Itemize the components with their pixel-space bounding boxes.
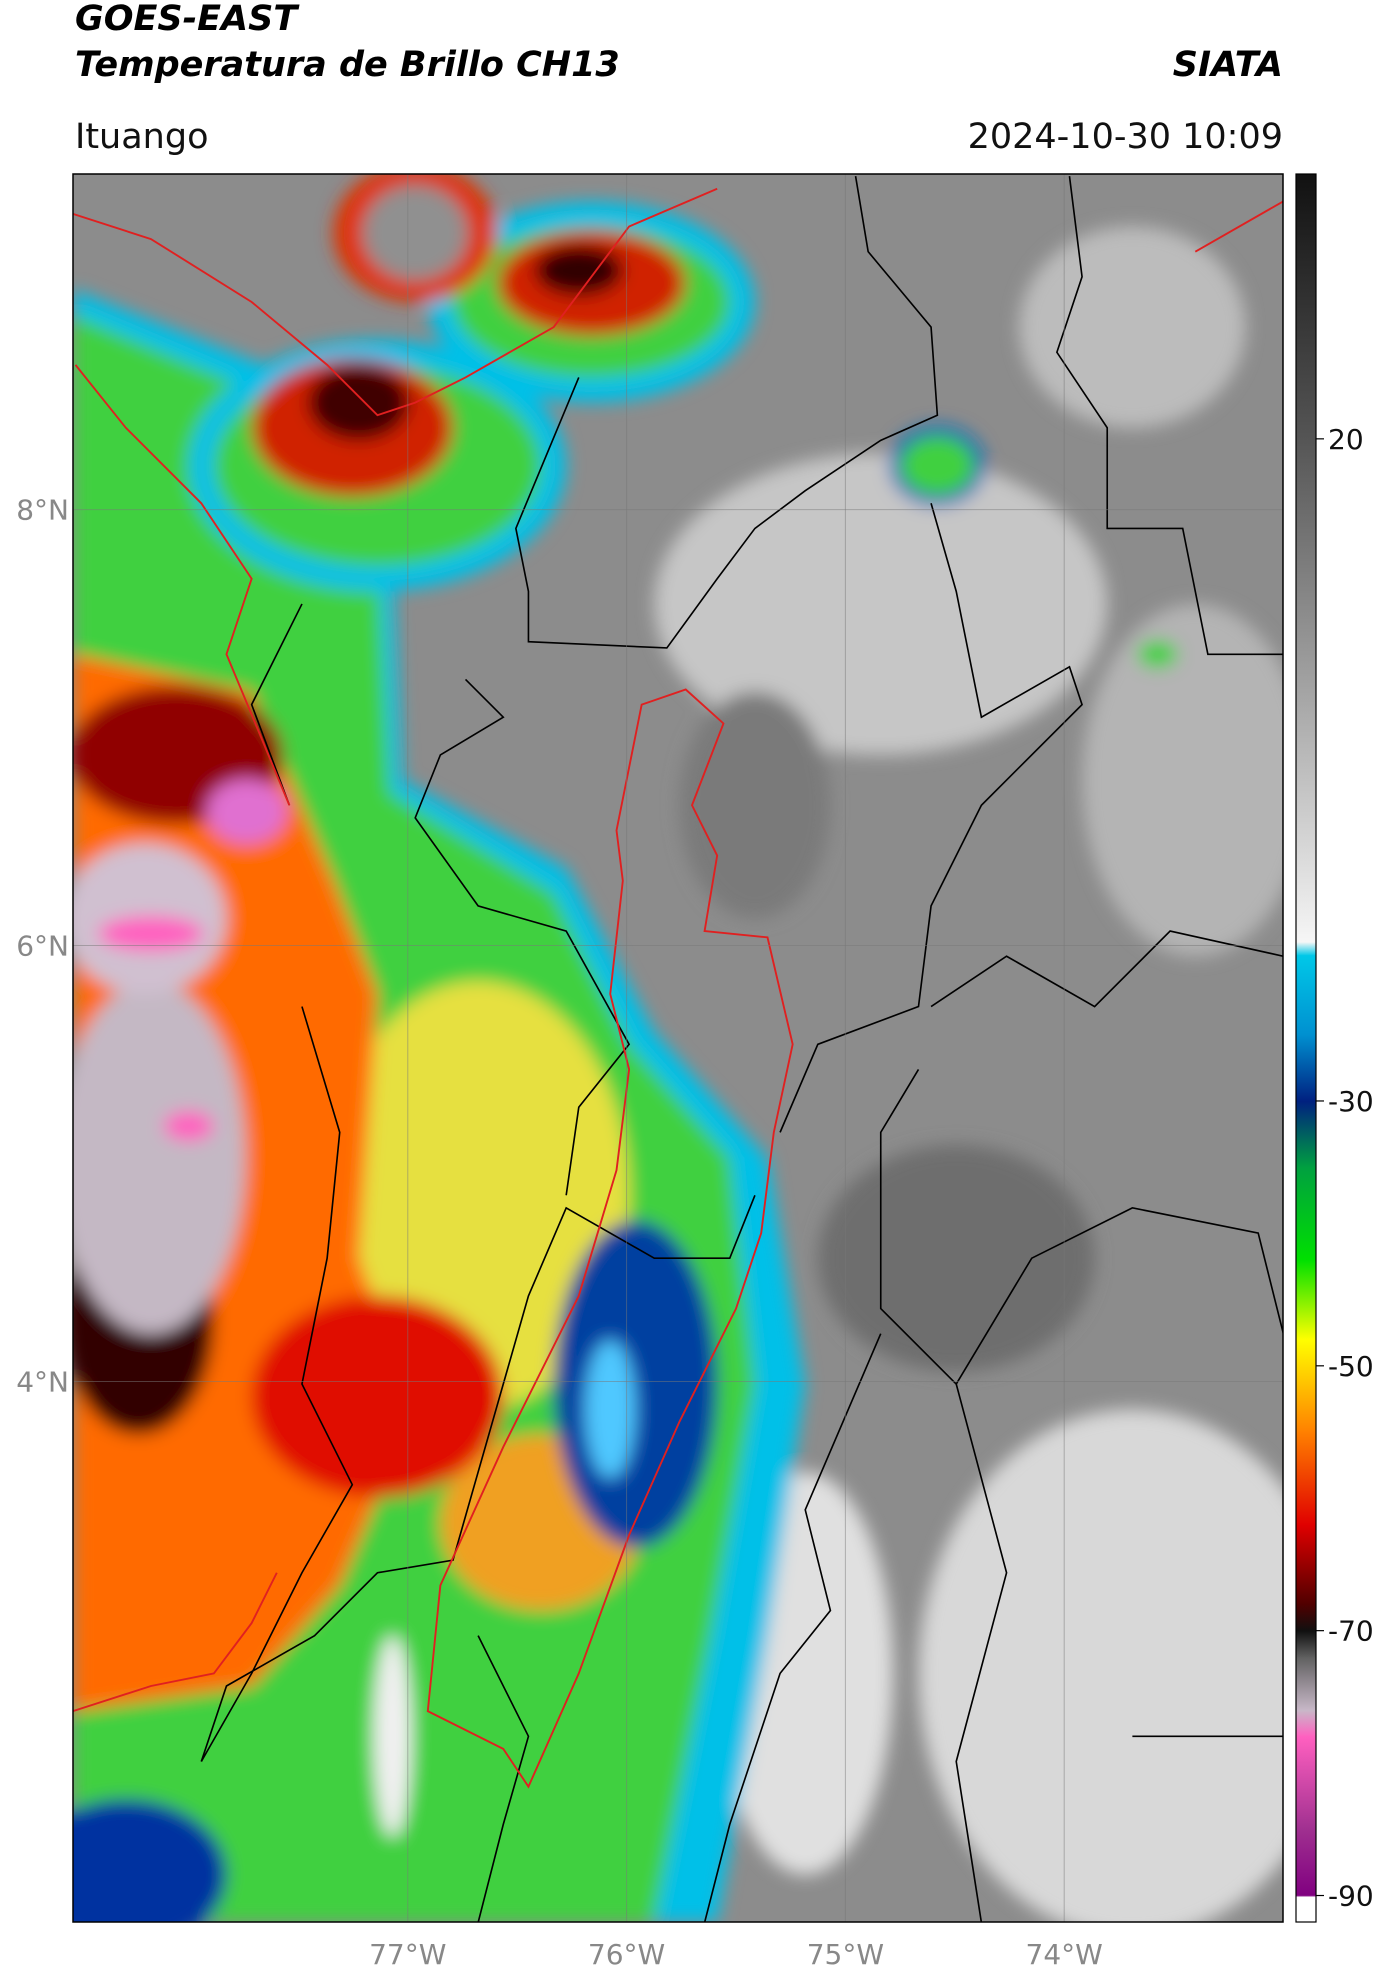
colorbar-tick-label: -30 (1328, 1085, 1374, 1118)
map-frame (72, 173, 1284, 1923)
colorbar-frame (1295, 173, 1317, 1923)
colorbar-tick-label: -70 (1328, 1615, 1374, 1648)
colorbar-tick-label: -50 (1328, 1350, 1374, 1383)
colorbar-segment (1296, 1630, 1316, 1658)
colorbar: 20 -30 -50 -70 -90 (1295, 173, 1374, 1923)
y-tick-label: 6°N (16, 930, 69, 963)
colorbar-segment (1296, 1034, 1316, 1102)
colorbar-segment (1296, 1100, 1316, 1168)
colorbar-tick-label: -90 (1328, 1880, 1374, 1913)
colorbar-segment (1296, 1895, 1316, 1898)
colorbar-segment (1296, 1167, 1316, 1261)
colorbar-segment (1296, 703, 1316, 943)
grid (73, 174, 1283, 1922)
colorbar-segment (1296, 1736, 1316, 1830)
colorbar-segment (1296, 955, 1316, 1036)
timestamp: 2024-10-30 10:09 (968, 117, 1283, 157)
x-tick-label: 75°W (807, 1938, 884, 1971)
colorbar-tick-label: 20 (1328, 423, 1364, 456)
title: GOES-EAST (75, 0, 300, 39)
satellite-image (73, 174, 1283, 1922)
colorbar-segment (1296, 174, 1316, 440)
y-tick-label: 8°N (16, 494, 69, 527)
colorbar-segment (1296, 1829, 1316, 1897)
colorbar-segment (1296, 438, 1316, 705)
x-tick-label: 77°W (369, 1938, 446, 1971)
x-tick-label: 74°W (1026, 1938, 1103, 1971)
location: Ituango (75, 117, 209, 157)
colorbar-segment (1296, 1896, 1316, 1923)
colorbar-segment (1296, 1259, 1316, 1340)
subtitle: Temperatura de Brillo CH13 (75, 45, 620, 85)
colorbar-segment (1296, 1432, 1316, 1526)
y-tick-label: 4°N (16, 1365, 69, 1398)
colorbar-segment (1296, 1339, 1316, 1433)
colorbar-segment (1296, 1710, 1316, 1738)
colorbar-segment (1296, 1604, 1316, 1632)
colorbar-segment (1296, 1657, 1316, 1711)
colorbar-segment (1296, 1524, 1316, 1605)
colorbar-segment (1296, 942, 1316, 956)
x-tick-label: 76°W (588, 1938, 665, 1971)
source: SIATA (1173, 45, 1283, 85)
